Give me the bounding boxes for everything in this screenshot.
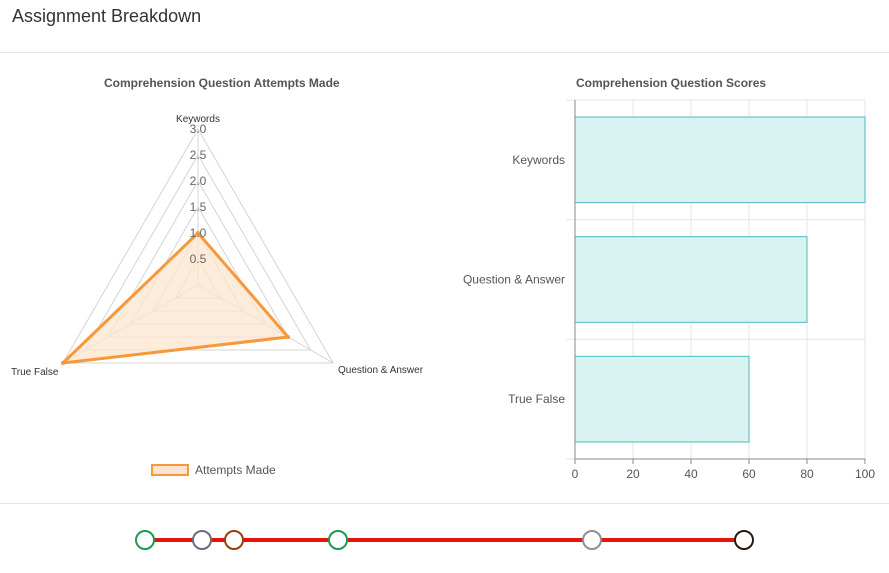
radar-tick-label: 2.5 <box>190 148 207 162</box>
bar-category-label: Keywords <box>512 153 565 167</box>
radar-axis-label: Question & Answer <box>338 365 424 376</box>
radar-tick-label: 2.0 <box>190 174 207 188</box>
radar-tick-label: 1.0 <box>190 226 207 240</box>
bar-tick-label: 0 <box>572 467 579 481</box>
radar-chart-title: Comprehension Question Attempts Made <box>104 76 340 90</box>
bar-keywords <box>574 116 866 204</box>
radar-point <box>286 335 291 339</box>
timeline-node[interactable] <box>224 530 244 550</box>
radar-tick-label: 3.0 <box>190 122 207 136</box>
bar-tick-label: 80 <box>800 467 814 481</box>
bar-tick-label: 100 <box>855 467 875 481</box>
legend-label: Attempts Made <box>195 463 276 477</box>
legend-swatch <box>151 464 189 476</box>
bar-category-label: True False <box>508 392 565 406</box>
page-title: Assignment Breakdown <box>12 6 202 26</box>
bar-category-label: Question & Answer <box>463 273 565 287</box>
radar-point <box>196 231 200 235</box>
timeline-node[interactable] <box>328 530 348 550</box>
bar-tick-label: 40 <box>684 467 698 481</box>
radar-axis-label: True False <box>11 367 59 378</box>
radar-tick-label: 1.5 <box>190 200 207 214</box>
radar-axis-label: Keywords <box>176 114 220 125</box>
timeline-node[interactable] <box>734 530 754 550</box>
timeline-node[interactable] <box>192 530 212 550</box>
bar-tick-label: 60 <box>742 467 756 481</box>
header: Assignment Breakdown <box>0 0 889 53</box>
timeline-node[interactable] <box>582 530 602 550</box>
radar-tick-label: 0.5 <box>190 252 207 266</box>
section-divider <box>0 503 889 504</box>
timeline-node[interactable] <box>135 530 155 550</box>
bar-chart-title: Comprehension Question Scores <box>576 76 767 90</box>
bar-true-false <box>574 355 750 443</box>
radar-series-attempts-made <box>61 231 290 365</box>
radar-grid-ring <box>84 154 312 351</box>
bar-tick-label: 20 <box>626 467 640 481</box>
radar-point <box>60 361 65 365</box>
radar-legend[interactable]: Attempts Made <box>151 462 276 478</box>
bar-question-answer <box>574 236 808 323</box>
radar-grid-ring <box>62 128 334 364</box>
